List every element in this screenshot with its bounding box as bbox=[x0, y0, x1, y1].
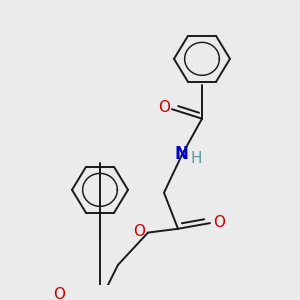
Text: O: O bbox=[133, 224, 145, 239]
Text: H: H bbox=[190, 151, 202, 166]
Text: O: O bbox=[53, 287, 65, 300]
Text: O: O bbox=[213, 214, 225, 230]
Text: N: N bbox=[174, 145, 188, 163]
Text: O: O bbox=[158, 100, 170, 115]
